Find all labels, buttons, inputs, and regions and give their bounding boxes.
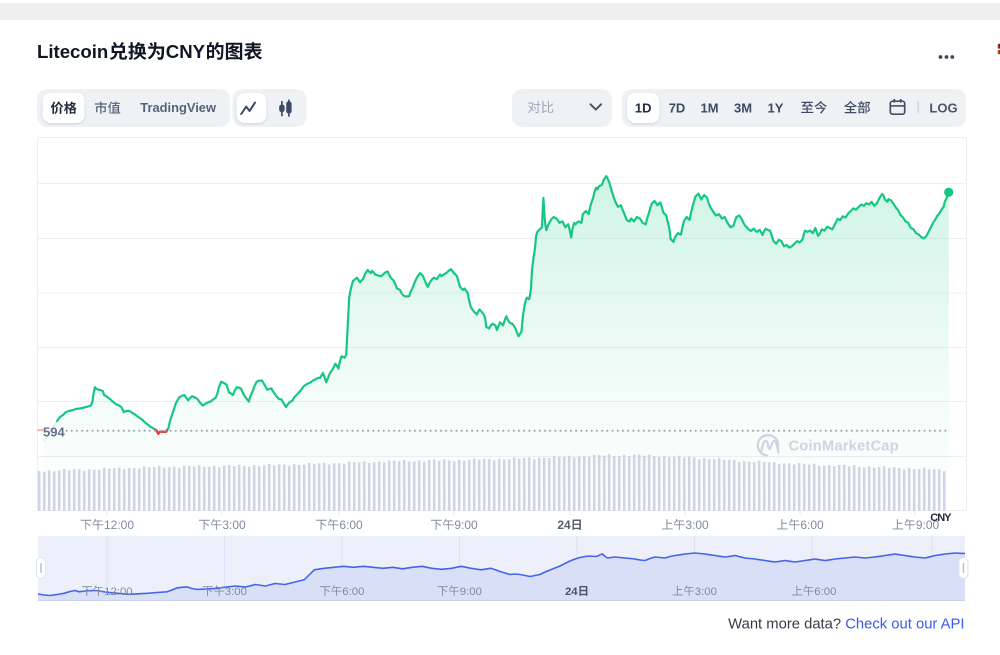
svg-text:TradingView: TradingView [140,100,217,115]
svg-text:Want more data? Check out our: Want more data? Check out our API [728,617,964,633]
svg-text:24: 24 [557,518,571,532]
svg-text:CoinMarketCap: CoinMarketCap [789,439,899,455]
svg-text:CNY: CNY [166,41,206,62]
svg-text:3:00: 3:00 [685,518,709,532]
svg-text:LOG: LOG [929,100,957,115]
svg-text:6:00: 6:00 [342,586,364,598]
svg-text:6:00: 6:00 [339,518,363,532]
svg-text:12:00: 12:00 [104,586,133,598]
svg-text:7D: 7D [669,100,686,115]
svg-text:12:00: 12:00 [104,518,134,532]
svg-text:1Y: 1Y [768,100,784,115]
svg-text:9:00: 9:00 [916,518,940,532]
svg-text:3:00: 3:00 [222,518,246,532]
svg-text:9:00: 9:00 [454,518,478,532]
svg-text:6:00: 6:00 [800,518,824,532]
svg-text:3:00: 3:00 [695,586,717,598]
svg-text:6:00: 6:00 [814,586,836,598]
svg-text:1D: 1D [635,100,652,115]
svg-text:9:00: 9:00 [460,586,482,598]
svg-text:1M: 1M [700,100,718,115]
svg-text:594: 594 [43,424,65,439]
svg-text:CNY: CNY [930,512,952,524]
svg-text:3:00: 3:00 [225,586,247,598]
svg-text:3M: 3M [734,100,752,115]
svg-text:24: 24 [565,586,578,598]
svg-text:Litecoin: Litecoin [37,41,108,62]
